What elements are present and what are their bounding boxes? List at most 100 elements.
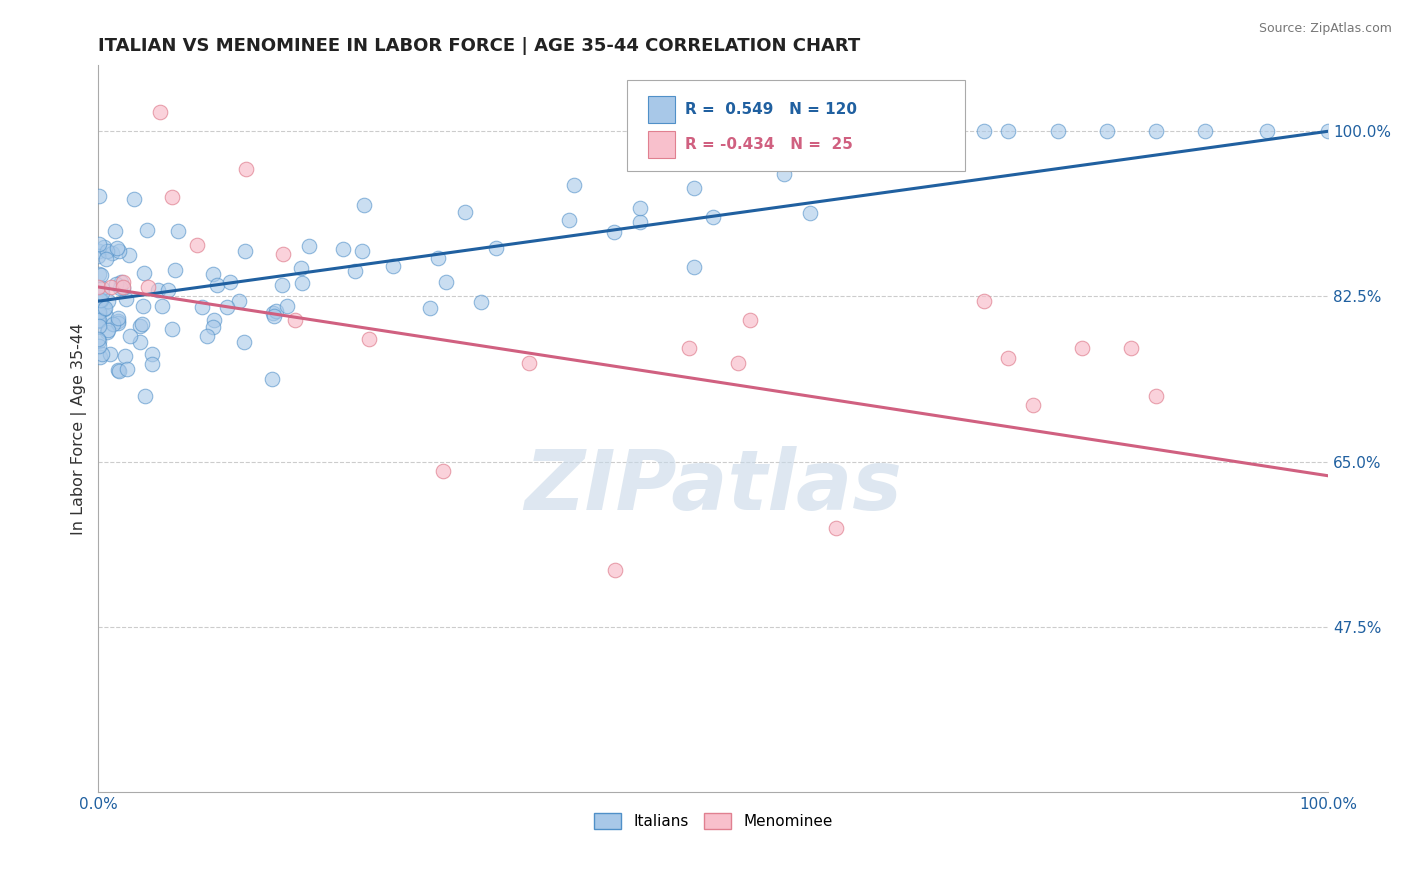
Point bbox=[107, 244, 129, 259]
FancyBboxPatch shape bbox=[627, 79, 966, 170]
Point bbox=[1144, 124, 1167, 138]
Point bbox=[87, 244, 110, 259]
Point bbox=[87, 268, 110, 282]
Point bbox=[160, 322, 183, 336]
Point bbox=[436, 275, 458, 289]
Point bbox=[107, 311, 129, 326]
Legend: Italians, Menominee: Italians, Menominee bbox=[588, 807, 839, 835]
Point bbox=[101, 317, 124, 331]
Point bbox=[104, 224, 127, 238]
Point bbox=[799, 206, 821, 220]
Point bbox=[628, 202, 651, 216]
Point bbox=[350, 244, 373, 259]
Point bbox=[470, 295, 492, 310]
Point bbox=[276, 299, 298, 313]
Point bbox=[87, 306, 110, 320]
Point bbox=[149, 105, 172, 120]
Point bbox=[89, 312, 111, 326]
Point bbox=[186, 237, 208, 252]
Point bbox=[232, 334, 254, 349]
Point bbox=[87, 334, 110, 348]
Point bbox=[117, 247, 139, 261]
Point bbox=[96, 244, 118, 259]
Point bbox=[94, 252, 117, 267]
Point bbox=[727, 355, 749, 369]
Point bbox=[298, 238, 321, 252]
Point bbox=[87, 305, 110, 319]
Point bbox=[683, 181, 706, 195]
Point bbox=[202, 313, 225, 327]
Point bbox=[87, 313, 110, 327]
Point bbox=[382, 259, 405, 273]
Point bbox=[101, 246, 124, 260]
Point bbox=[98, 346, 121, 360]
Point bbox=[291, 276, 314, 290]
Text: Source: ZipAtlas.com: Source: ZipAtlas.com bbox=[1258, 22, 1392, 36]
Text: R =  0.549   N = 120: R = 0.549 N = 120 bbox=[685, 102, 858, 117]
FancyBboxPatch shape bbox=[648, 130, 675, 158]
Point bbox=[90, 268, 112, 282]
Point bbox=[91, 347, 114, 361]
Point bbox=[678, 342, 700, 356]
Point bbox=[1046, 124, 1069, 138]
Point bbox=[148, 283, 170, 297]
Point bbox=[1144, 388, 1167, 402]
Point bbox=[87, 280, 110, 294]
Point bbox=[683, 260, 706, 274]
Point bbox=[997, 351, 1019, 365]
Point bbox=[87, 339, 110, 353]
Point bbox=[100, 280, 122, 294]
Point bbox=[1256, 124, 1278, 138]
Point bbox=[107, 363, 129, 377]
Point bbox=[87, 318, 110, 333]
Text: ITALIAN VS MENOMINEE IN LABOR FORCE | AGE 35-44 CORRELATION CHART: ITALIAN VS MENOMINEE IN LABOR FORCE | AG… bbox=[98, 37, 860, 55]
FancyBboxPatch shape bbox=[648, 95, 675, 123]
Point bbox=[136, 223, 159, 237]
Point bbox=[167, 224, 190, 238]
Point bbox=[115, 362, 138, 376]
Point bbox=[886, 124, 908, 138]
Point bbox=[217, 300, 239, 314]
Point bbox=[973, 124, 995, 138]
Point bbox=[219, 275, 242, 289]
Point bbox=[89, 293, 111, 307]
Point bbox=[235, 244, 257, 258]
Point bbox=[271, 277, 294, 292]
Point bbox=[107, 364, 129, 378]
Point bbox=[201, 267, 224, 281]
Point bbox=[205, 278, 228, 293]
Point bbox=[97, 294, 120, 309]
Point bbox=[228, 294, 250, 309]
Point bbox=[343, 264, 366, 278]
Point bbox=[160, 190, 183, 204]
Point bbox=[202, 320, 225, 334]
Point bbox=[89, 351, 111, 365]
Y-axis label: In Labor Force | Age 35-44: In Labor Force | Age 35-44 bbox=[72, 323, 87, 534]
Point bbox=[150, 299, 173, 313]
Point bbox=[128, 335, 150, 350]
Point bbox=[128, 318, 150, 333]
Point bbox=[454, 204, 477, 219]
Point bbox=[114, 349, 136, 363]
Point bbox=[603, 563, 626, 577]
Point bbox=[284, 313, 307, 327]
Point bbox=[105, 241, 128, 255]
Point bbox=[107, 314, 129, 328]
Point bbox=[111, 280, 134, 294]
Point bbox=[163, 263, 186, 277]
Point bbox=[91, 285, 114, 300]
Point bbox=[630, 215, 652, 229]
Point bbox=[94, 301, 117, 316]
Point bbox=[97, 323, 120, 337]
Point bbox=[702, 210, 724, 224]
Point bbox=[87, 314, 110, 328]
Point bbox=[517, 355, 540, 369]
Point bbox=[108, 281, 131, 295]
Point bbox=[115, 292, 138, 306]
Point bbox=[262, 305, 284, 319]
Point bbox=[96, 310, 118, 324]
Point bbox=[141, 357, 163, 371]
Point bbox=[1121, 342, 1143, 356]
Point bbox=[96, 325, 118, 339]
Point bbox=[93, 302, 115, 317]
